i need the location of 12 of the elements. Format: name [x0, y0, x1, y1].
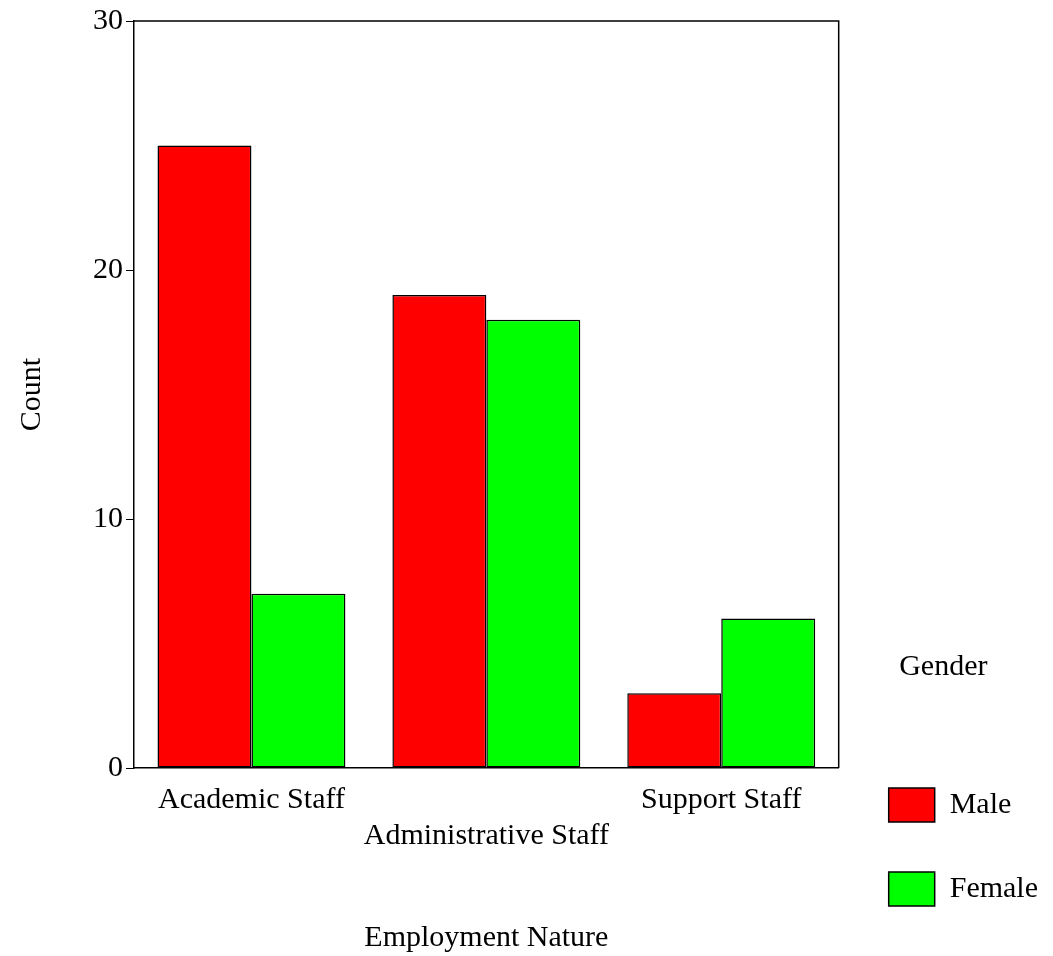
y-tick-label: 30: [93, 1, 123, 35]
legend-label: Female: [949, 869, 1039, 903]
y-tick-label: 10: [93, 499, 123, 533]
legend-label: Male: [949, 785, 1012, 819]
x-tick-label: Support Staff: [641, 780, 802, 814]
x-tick-label: Academic Staff: [158, 780, 345, 814]
x-tick-label: Administrative Staff: [363, 816, 609, 850]
y-tick-label: 20: [93, 250, 123, 284]
legend-title: Gender: [899, 647, 988, 681]
x-axis-title: Employment Nature: [364, 918, 609, 952]
y-axis-title: Count: [12, 357, 46, 432]
y-tick-label: 0: [108, 748, 123, 782]
